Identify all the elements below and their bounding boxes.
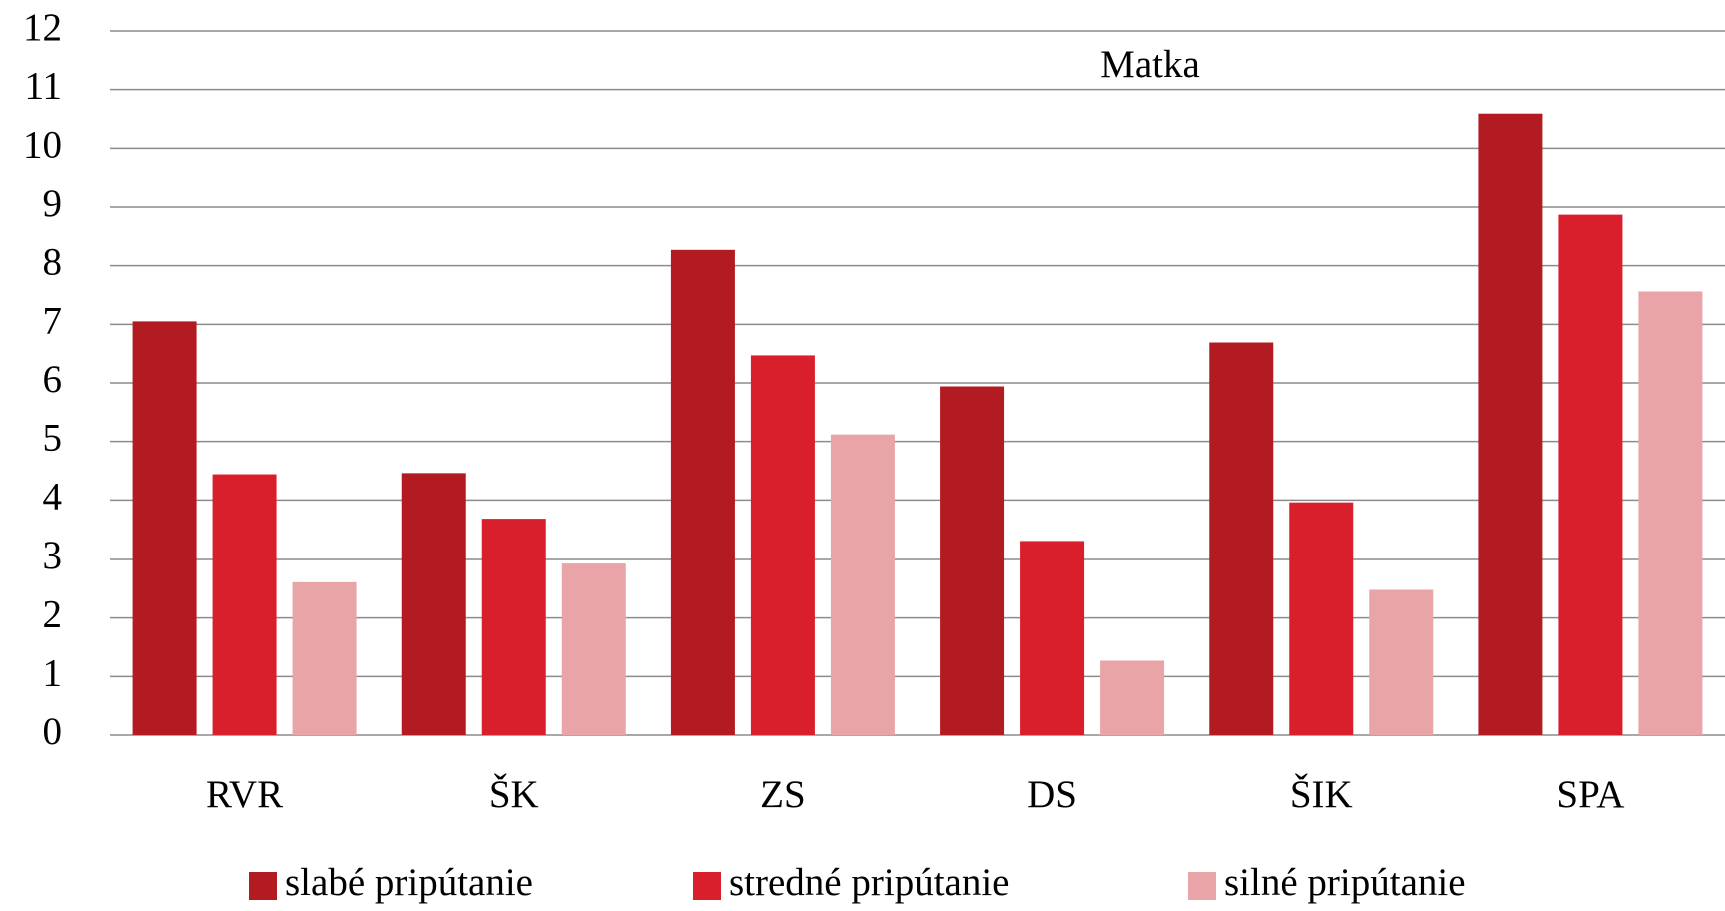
y-tick-label: 2 [43,593,63,636]
y-tick-label: 5 [43,417,63,460]
chart-title: Matka [1100,43,1200,86]
y-tick-label: 7 [43,299,63,342]
legend-swatch [249,872,277,900]
legend-swatch [693,872,721,900]
y-tick-label: 3 [43,534,63,577]
legend-label: stredné pripútanie [729,861,1009,904]
x-tick-label: DS [1027,773,1077,816]
x-tick-label: ŠIK [1290,772,1353,816]
y-tick-label: 11 [24,65,62,108]
bar [1558,214,1623,736]
bar [561,563,626,735]
bar [212,474,277,735]
bar [1209,342,1274,735]
legend-label: silné pripútanie [1224,861,1466,904]
bar [292,581,357,735]
legend-label: slabé pripútanie [285,861,533,904]
bar [1638,291,1703,735]
x-tick-label: ŠK [489,772,539,816]
x-tick-label: RVR [206,773,283,816]
y-tick-label: 4 [43,475,63,518]
bar [670,249,735,735]
bar [1289,502,1354,735]
bar [132,321,197,735]
y-tick-label: 9 [43,182,63,225]
legend-swatch [1188,872,1216,900]
bar [830,434,895,735]
y-tick-label: 10 [23,123,62,166]
bar [1369,589,1434,735]
bar [1478,113,1543,736]
y-tick-label: 1 [43,651,63,694]
bar [750,355,815,735]
bar [1020,541,1085,735]
y-tick-label: 12 [23,6,62,49]
bar [940,386,1005,735]
x-tick-label: SPA [1556,773,1624,816]
x-tick-label: ZS [760,773,806,816]
y-tick-label: 6 [43,358,63,401]
bar [1100,660,1165,735]
bar [481,519,546,735]
y-tick-label: 8 [43,241,63,284]
y-tick-label: 0 [43,710,63,753]
bar [401,473,466,735]
